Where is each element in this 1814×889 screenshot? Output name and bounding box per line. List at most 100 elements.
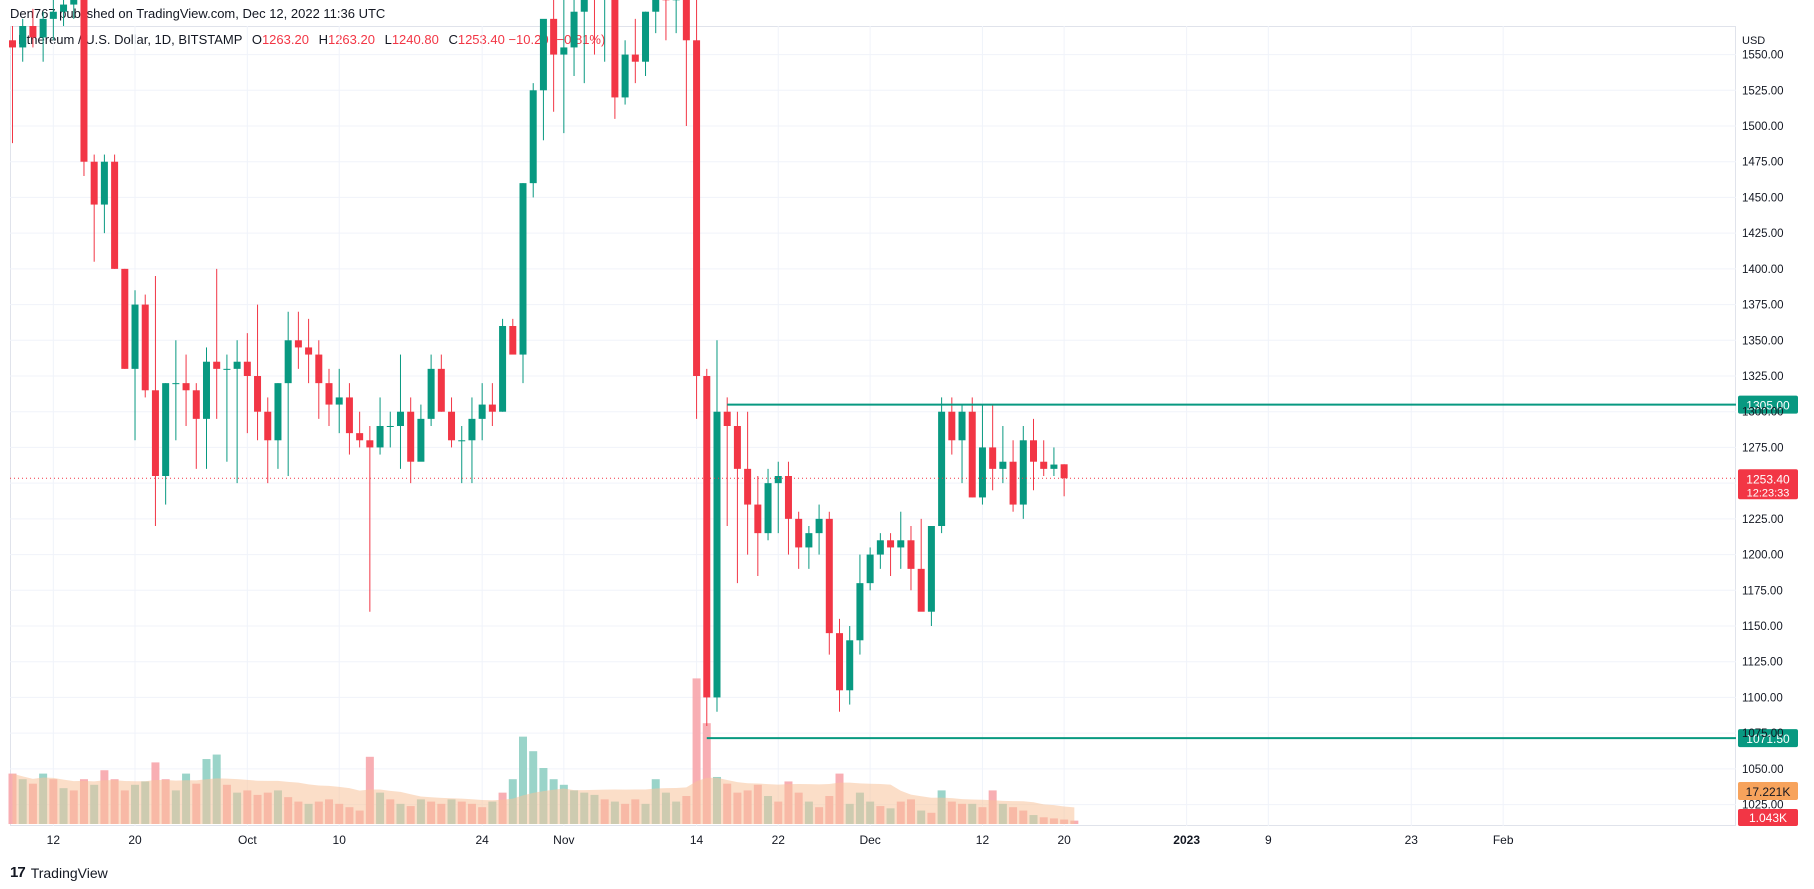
candle-body bbox=[499, 326, 507, 412]
low-label: L bbox=[384, 32, 392, 47]
candle-body bbox=[917, 568, 925, 612]
time-tick-label: 9 bbox=[1265, 833, 1272, 847]
price-tick-label: 1100.00 bbox=[1742, 692, 1783, 704]
candle-body bbox=[407, 411, 415, 462]
time-tick-label: 22 bbox=[772, 833, 786, 847]
candle-body bbox=[39, 18, 47, 38]
time-tick-label: 20 bbox=[128, 833, 142, 847]
candle-body bbox=[305, 347, 313, 355]
symbol-name: Ethereum / U.S. Dollar, 1D, BITSTAMP bbox=[18, 32, 243, 47]
candle-body bbox=[733, 426, 741, 469]
candle-body bbox=[856, 583, 864, 641]
candle-body bbox=[723, 411, 731, 426]
candle-body bbox=[192, 390, 200, 419]
candle-body bbox=[938, 411, 946, 526]
candle-body bbox=[1009, 461, 1017, 505]
candle-body bbox=[1050, 464, 1058, 469]
candle-body bbox=[652, 0, 660, 12]
candle-body bbox=[866, 554, 874, 584]
candle-body bbox=[315, 354, 323, 384]
open-label: O bbox=[251, 32, 262, 47]
high-label: H bbox=[318, 32, 328, 47]
price-tick-label: 1175.00 bbox=[1742, 585, 1783, 597]
candle-body bbox=[539, 18, 547, 91]
candle-body bbox=[162, 383, 170, 476]
candle-body bbox=[488, 404, 496, 412]
price-tick-label: 1450.00 bbox=[1742, 192, 1784, 204]
candle-body bbox=[233, 361, 241, 369]
time-tick-label: 20 bbox=[1057, 833, 1071, 847]
time-tick-label: Nov bbox=[553, 833, 574, 847]
candle-body bbox=[897, 540, 905, 548]
price-tick-label: 1050.00 bbox=[1742, 764, 1784, 776]
candle-body bbox=[754, 504, 762, 534]
price-tick-label: 1200.00 bbox=[1742, 550, 1784, 562]
time-tick-label: 10 bbox=[333, 833, 347, 847]
candle-body bbox=[223, 368, 231, 370]
candle-body bbox=[9, 40, 16, 48]
currency-label: USD bbox=[1742, 35, 1765, 47]
candle-body bbox=[631, 54, 639, 62]
countdown-text: 12:23:33 bbox=[1747, 487, 1790, 499]
candle-body bbox=[764, 483, 772, 534]
candle-body bbox=[968, 411, 976, 498]
time-tick-label: 14 bbox=[690, 833, 704, 847]
candle-body bbox=[131, 304, 139, 369]
low-value: 1240.80 bbox=[391, 32, 439, 47]
brand-name: TradingView bbox=[30, 864, 108, 881]
last-price-text: 1253.40 bbox=[1746, 472, 1790, 486]
price-tick-label: 1300.00 bbox=[1742, 407, 1784, 419]
published-note: Den767 published on TradingView.com, Dec… bbox=[10, 6, 386, 21]
candle-body bbox=[264, 411, 272, 441]
candle-body bbox=[611, 0, 619, 98]
candle-body bbox=[335, 397, 343, 405]
candle-body bbox=[703, 376, 711, 698]
candle-body bbox=[376, 426, 384, 448]
volume-last-label: 1.043K bbox=[1738, 809, 1798, 826]
candle-body bbox=[458, 440, 466, 442]
candle-body bbox=[836, 633, 844, 691]
volume-ma-label: 17.221K bbox=[1738, 782, 1798, 800]
candle-body bbox=[366, 440, 374, 448]
candle-body bbox=[907, 540, 915, 569]
volume-bar bbox=[702, 723, 711, 824]
candle-body bbox=[1040, 461, 1048, 469]
candle-body bbox=[478, 404, 486, 419]
candle-body bbox=[693, 40, 701, 377]
candle-body bbox=[19, 26, 27, 48]
price-tick-label: 1375.00 bbox=[1742, 300, 1784, 312]
time-tick-label: 23 bbox=[1405, 833, 1419, 847]
candle-body bbox=[989, 447, 997, 469]
candle-body bbox=[213, 361, 221, 369]
open-value: 1263.20 bbox=[261, 32, 309, 47]
price-tick-label: 1550.00 bbox=[1742, 50, 1784, 62]
candle-body bbox=[795, 518, 803, 548]
candle-body bbox=[243, 361, 251, 376]
level-label-text: 1071.50 bbox=[1746, 732, 1790, 746]
candle-body bbox=[744, 468, 752, 505]
tradingview-logo-icon: 17 bbox=[10, 864, 26, 881]
price-tick-label: 1400.00 bbox=[1742, 264, 1784, 276]
candle-body bbox=[948, 411, 956, 441]
volume-ma-text: 17.221K bbox=[1746, 785, 1791, 799]
candle-body bbox=[958, 411, 966, 441]
candle-body bbox=[774, 476, 782, 484]
candle-body bbox=[1060, 464, 1068, 479]
candle-body bbox=[386, 426, 394, 427]
volume-bars bbox=[8, 678, 1079, 824]
candle-body bbox=[580, 0, 588, 12]
time-tick-label: 12 bbox=[976, 833, 990, 847]
level-price-label: 1305.00 bbox=[1738, 395, 1798, 414]
candle-body bbox=[121, 268, 129, 369]
chart-frame bbox=[10, 26, 1736, 826]
candle-body bbox=[448, 411, 456, 441]
candle-body bbox=[274, 383, 282, 441]
time-tick-label: Oct bbox=[238, 833, 257, 847]
tradingview-brand[interactable]: 17 TradingView bbox=[10, 864, 108, 881]
time-tick-label: 2023 bbox=[1173, 833, 1200, 847]
candle-body bbox=[1030, 440, 1037, 462]
price-tick-label: 1150.00 bbox=[1742, 621, 1783, 633]
candle-body bbox=[825, 518, 833, 634]
